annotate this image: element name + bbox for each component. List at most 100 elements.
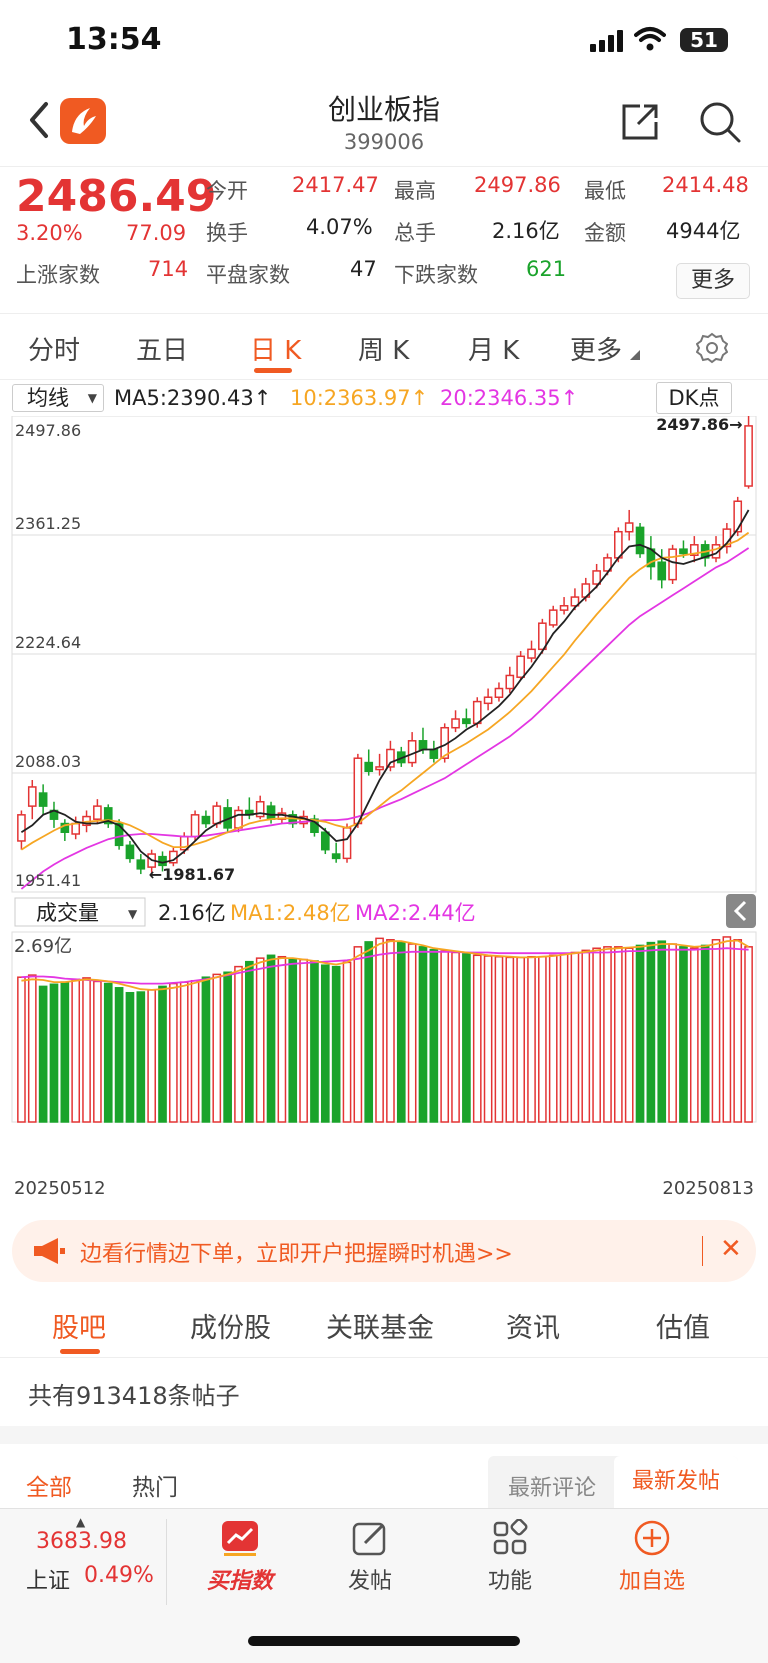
- volume-bar: [429, 948, 439, 1123]
- high-label: 最高: [394, 179, 436, 203]
- volume-bar: [17, 976, 26, 1123]
- volume-bar: [93, 980, 102, 1123]
- search-icon[interactable]: [698, 100, 742, 144]
- volume-bar: [386, 939, 395, 1123]
- volume-bar: [722, 936, 732, 1123]
- tab-forum[interactable]: 股吧: [52, 1313, 106, 1344]
- candle-body: [158, 855, 167, 867]
- tab-weekly-k[interactable]: 周 K: [358, 336, 410, 366]
- volume-bar: [657, 940, 667, 1123]
- volume-bar: [516, 956, 525, 1123]
- volume-selector-label: 成交量: [36, 901, 99, 925]
- grid-icon: [493, 1519, 528, 1555]
- volume-bar: [614, 946, 623, 1123]
- post-count: 共有913418条帖子: [28, 1382, 240, 1410]
- candle-body: [592, 570, 601, 585]
- volume-bar: [266, 954, 276, 1123]
- nav-post[interactable]: 发帖: [310, 1519, 430, 1595]
- candle-body: [190, 814, 200, 838]
- tab-more[interactable]: 更多: [570, 336, 623, 366]
- logo-icon: [72, 108, 96, 134]
- turnover-label: 换手: [206, 221, 248, 245]
- candle-body: [635, 526, 645, 555]
- nav-divider: [166, 1519, 167, 1605]
- candle-body: [342, 827, 352, 860]
- flat-label: 平盘家数: [206, 263, 290, 287]
- tab-daily-k[interactable]: 日 K: [250, 336, 302, 366]
- dropdown-arrow-icon: ▼: [87, 391, 97, 405]
- volume-bar: [505, 956, 515, 1123]
- cellular-signal-icon: [590, 30, 623, 52]
- tab-related-funds[interactable]: 关联基金: [326, 1313, 434, 1344]
- market-index-name[interactable]: 上证: [26, 1569, 71, 1594]
- nav-add-watchlist[interactable]: 加自选: [592, 1519, 712, 1595]
- candle-body: [744, 425, 753, 487]
- filter-all[interactable]: 全部: [26, 1475, 72, 1501]
- volume-bar: [635, 944, 645, 1123]
- candle-body: [603, 557, 612, 572]
- nav-buy-index-label: 买指数: [206, 1569, 273, 1594]
- section-gap: [0, 1426, 768, 1444]
- volume-bar: [190, 979, 200, 1123]
- volume-bar: [103, 982, 113, 1123]
- candle-body: [462, 718, 471, 725]
- forum-filter-row: 全部 热门 最新评论 最新发帖: [0, 1444, 768, 1508]
- volume-bar: [407, 943, 417, 1123]
- y-tick-label: 2224.64: [15, 633, 81, 652]
- close-icon[interactable]: ✕: [720, 1234, 742, 1264]
- candle-body: [624, 522, 634, 533]
- dk-point-button[interactable]: DK点: [656, 382, 732, 414]
- tab-monthly-k[interactable]: 月 K: [468, 336, 520, 366]
- more-button[interactable]: 更多: [676, 263, 750, 299]
- header: 创业板指 399006: [0, 82, 768, 164]
- app-logo[interactable]: [60, 98, 106, 144]
- gear-icon[interactable]: [696, 332, 728, 364]
- tab-five-day[interactable]: 五日: [136, 336, 189, 366]
- tab-constituents[interactable]: 成份股: [190, 1313, 271, 1344]
- volume-bar: [331, 965, 341, 1123]
- volume-bar: [288, 958, 298, 1123]
- volume-ma-lines: [21, 939, 750, 991]
- market-index-change[interactable]: 0.49%: [84, 1563, 154, 1588]
- filter-hot[interactable]: 热门: [132, 1475, 178, 1501]
- market-index-price[interactable]: 3683.98: [36, 1529, 127, 1554]
- nav-buy-index[interactable]: 买指数: [180, 1519, 300, 1595]
- volume-bar: [179, 981, 189, 1123]
- turnover-value: 4.07%: [306, 215, 373, 239]
- volume-bar: [548, 954, 558, 1123]
- amount-value: 4944亿: [666, 219, 741, 243]
- candle-body: [472, 700, 482, 725]
- candle-body: [255, 801, 265, 818]
- ma20-line: [20, 547, 750, 890]
- kline-chart[interactable]: 2497.86 2361.25 2224.64 2088.03 1951.41 2497.…: [0, 416, 768, 1216]
- price-axis-labels: 2497.86 2361.25 2224.64 2088.03 1951.41 2497.…: [15, 416, 743, 890]
- down-label: 下跌家数: [394, 263, 478, 287]
- tab-valuation[interactable]: 估值: [656, 1313, 710, 1344]
- active-tab-indicator: [254, 368, 292, 373]
- collapse-panel-button[interactable]: [726, 894, 756, 928]
- share-icon[interactable]: [618, 100, 662, 144]
- candle-body: [93, 805, 102, 820]
- sort-latest-post[interactable]: 最新发帖: [614, 1456, 738, 1508]
- promo-banner[interactable]: 边看行情边下单，立即开户把握瞬时机遇>> ✕: [12, 1220, 756, 1282]
- volume-bar: [212, 973, 222, 1123]
- tab-intraday[interactable]: 分时: [28, 336, 81, 366]
- tab-news[interactable]: 资讯: [506, 1313, 560, 1344]
- nav-functions[interactable]: 功能: [450, 1519, 570, 1595]
- back-arrow-icon[interactable]: [24, 100, 54, 140]
- volume-value: 2.16亿: [492, 219, 560, 243]
- ma-selector[interactable]: 均线 ▼: [12, 384, 104, 412]
- volume-bar: [451, 951, 460, 1123]
- low-label: 最低: [584, 179, 626, 203]
- candle-body: [418, 740, 428, 751]
- open-label: 今开: [206, 179, 248, 203]
- volume-bar: [570, 951, 580, 1123]
- sort-latest-comment[interactable]: 最新评论: [508, 1476, 597, 1501]
- volume-selector[interactable]: [14, 897, 146, 927]
- max-price-marker: 2497.86→: [656, 416, 742, 434]
- volume-bar: [375, 937, 384, 1123]
- volume-bar: [396, 941, 406, 1123]
- promo-text: 边看行情边下单，立即开户把握瞬时机遇>>: [80, 1242, 513, 1267]
- volume-bar: [668, 943, 677, 1123]
- trend-chart-icon: [222, 1521, 258, 1556]
